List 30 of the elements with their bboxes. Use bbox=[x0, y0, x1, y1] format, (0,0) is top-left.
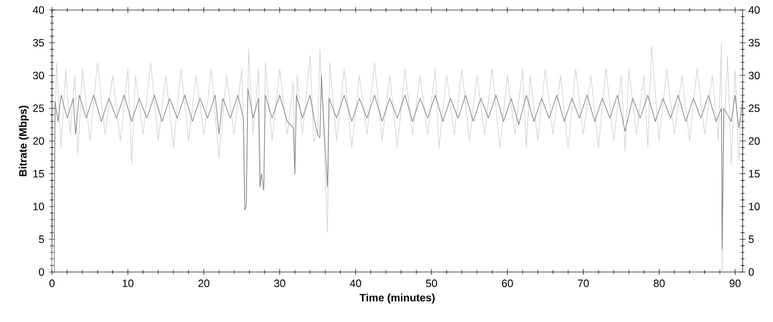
x-tick-label: 90 bbox=[730, 280, 741, 288]
y-tick-label: 20 bbox=[33, 137, 44, 145]
x-tick-label: 40 bbox=[350, 280, 362, 288]
x-tick-label: 0 bbox=[49, 280, 55, 288]
y-tick-label: 0 bbox=[38, 268, 44, 276]
x-tick-label: 60 bbox=[502, 280, 513, 288]
y2-tick-label: 35 bbox=[748, 38, 760, 47]
x-tick-label: 80 bbox=[654, 280, 665, 288]
y-tick-label: 5 bbox=[38, 236, 44, 243]
y2-tick-label: 0 bbox=[748, 268, 754, 276]
y-tick-label: 15 bbox=[33, 170, 44, 178]
x-tick-label: 50 bbox=[426, 280, 438, 288]
x-tick-label: 10 bbox=[122, 280, 134, 288]
y-tick-label: 10 bbox=[33, 202, 44, 210]
y2-tick-label: 40 bbox=[748, 6, 760, 14]
x-tick-label: 70 bbox=[578, 280, 589, 288]
y-tick-label: 35 bbox=[32, 38, 44, 47]
x-tick-label: 20 bbox=[198, 280, 210, 288]
y2-tick-label: 25 bbox=[748, 104, 760, 112]
y-axis-title: Bitrate (Mbps) bbox=[18, 106, 29, 176]
y2-tick-label: 30 bbox=[748, 72, 760, 80]
y2-tick-label: 5 bbox=[748, 236, 754, 243]
y2-tick-label: 15 bbox=[749, 170, 760, 178]
y2-tick-label: 10 bbox=[749, 202, 760, 210]
x-tick-label: 30 bbox=[274, 280, 286, 288]
y-tick-label: 30 bbox=[32, 72, 44, 80]
y2-tick-label: 20 bbox=[748, 137, 760, 145]
y-tick-label: 40 bbox=[32, 6, 44, 14]
x-axis-title: Time (minutes) bbox=[360, 294, 435, 304]
y-tick-label: 25 bbox=[33, 104, 44, 112]
